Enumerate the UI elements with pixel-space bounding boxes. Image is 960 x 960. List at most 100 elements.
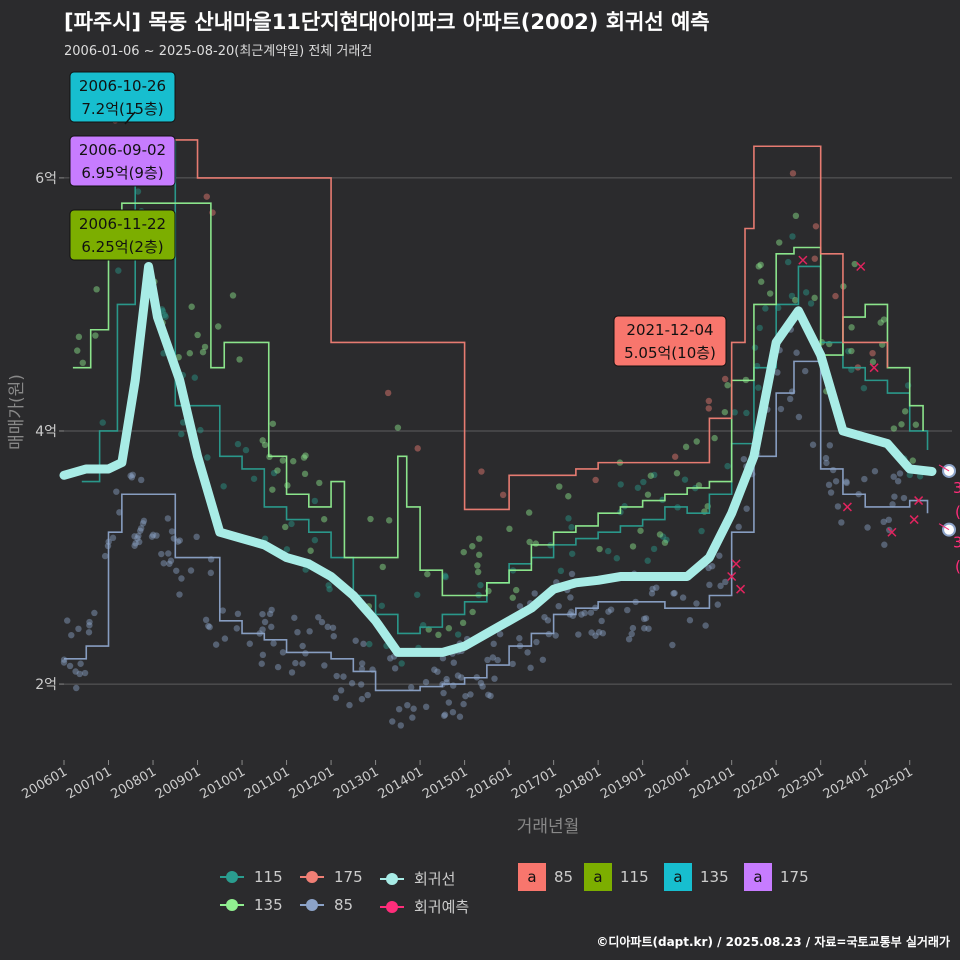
transaction-dot xyxy=(178,430,185,438)
transaction-dot xyxy=(174,538,182,545)
transaction-dot xyxy=(629,624,637,632)
transaction-dot xyxy=(469,543,476,550)
chart-title: [파주시] 목동 산내마을11단지현대아이파크 아파트(2002) 회귀선 예측 xyxy=(64,10,710,34)
transaction-dot xyxy=(379,563,386,571)
transaction-dot xyxy=(467,691,474,698)
transaction-dot xyxy=(234,610,242,618)
transaction-dot xyxy=(292,659,299,667)
transaction-dot xyxy=(788,292,796,300)
transaction-dot xyxy=(900,494,908,502)
transaction-dot xyxy=(269,486,276,493)
transaction-dot xyxy=(578,611,585,618)
transaction-dot xyxy=(477,581,484,589)
transaction-dot xyxy=(162,313,169,320)
transaction-dot xyxy=(137,525,145,532)
transaction-dot xyxy=(642,615,650,622)
transaction-dot xyxy=(557,567,565,575)
legend-item: 135 xyxy=(218,896,283,914)
chart-subtitle: 2006-01-06 ~ 2025-08-20(최근계약일) 전체 거래건 xyxy=(64,44,373,59)
legend-key xyxy=(300,871,324,883)
transaction-dot xyxy=(724,382,731,389)
transaction-dot xyxy=(127,472,134,479)
transaction-dot xyxy=(199,348,207,356)
transaction-dot xyxy=(384,389,392,397)
transaction-dot xyxy=(625,635,633,643)
transaction-dot xyxy=(714,601,721,608)
forecast-marker xyxy=(798,255,808,265)
forecast-marker xyxy=(909,515,919,525)
transaction-dot xyxy=(176,537,183,544)
transaction-dot xyxy=(784,258,792,266)
transaction-dot xyxy=(270,469,278,477)
transaction-dot xyxy=(259,437,266,444)
transaction-dot xyxy=(307,547,314,554)
transaction-dot xyxy=(705,564,712,572)
transaction-dot xyxy=(496,630,504,638)
transaction-dot xyxy=(848,347,855,355)
transaction-dot xyxy=(789,170,797,177)
transaction-dot xyxy=(533,638,540,646)
x-tick-label: 201701 xyxy=(509,764,559,802)
transaction-dot xyxy=(671,453,679,460)
legend-box-swatch: a xyxy=(744,863,772,891)
x-tick-label: 200601 xyxy=(20,764,70,802)
transaction-dot xyxy=(364,691,371,699)
transaction-dot xyxy=(832,292,839,300)
transaction-dot xyxy=(705,405,712,412)
x-tick-label: 202101 xyxy=(687,764,737,802)
transaction-dot xyxy=(160,560,167,567)
transaction-dot xyxy=(474,568,482,576)
transaction-dot xyxy=(898,421,905,428)
legend-box-item: a 175 xyxy=(744,863,809,891)
transaction-dot xyxy=(250,475,258,482)
transaction-dot xyxy=(516,603,524,610)
transaction-dot xyxy=(634,484,642,491)
legend-box-swatch: a xyxy=(664,863,692,891)
legend-label: 85 xyxy=(334,896,354,914)
legend-label: 회귀선 xyxy=(414,870,456,888)
transaction-dot xyxy=(686,617,694,624)
transaction-dot xyxy=(178,575,185,582)
transaction-dot xyxy=(474,562,481,569)
transaction-dot xyxy=(333,672,340,680)
transaction-dot xyxy=(212,641,220,648)
legend-label: 135 xyxy=(700,868,729,886)
transaction-dot xyxy=(861,475,868,483)
transaction-dot xyxy=(302,650,309,657)
transaction-dot xyxy=(92,332,99,339)
transaction-dot xyxy=(565,493,572,500)
annotation-price: 6.95억(9층) xyxy=(81,164,163,182)
transaction-dot xyxy=(113,488,120,495)
annotation-box xyxy=(69,135,176,187)
transaction-dot xyxy=(204,454,211,461)
forecast-marker xyxy=(727,571,737,582)
transaction-dot xyxy=(135,532,142,539)
transaction-dot xyxy=(206,623,213,631)
transaction-dot xyxy=(443,675,450,683)
legend-box-item: a 115 xyxy=(584,863,649,891)
legend-key-dot xyxy=(386,872,398,885)
transaction-dot xyxy=(478,468,485,475)
transaction-dot xyxy=(640,615,648,623)
transaction-dot xyxy=(823,459,830,467)
transaction-dot xyxy=(629,543,637,550)
transaction-dot xyxy=(644,491,652,498)
transaction-dot xyxy=(489,654,497,661)
transaction-dot xyxy=(693,600,700,607)
transaction-dot xyxy=(64,617,71,624)
transaction-dot xyxy=(435,631,442,639)
transaction-dot xyxy=(194,331,201,339)
y-tick-label: 6억 xyxy=(35,171,57,187)
transaction-dot xyxy=(628,630,635,638)
y-tick-label: 4억 xyxy=(35,424,57,440)
x-tick-label: 201401 xyxy=(376,764,426,802)
transaction-dot xyxy=(740,455,748,463)
transaction-dot xyxy=(637,527,644,534)
transaction-dot xyxy=(706,581,713,589)
legend-key-dot xyxy=(386,900,398,913)
transaction-dot xyxy=(346,701,353,709)
transaction-dot xyxy=(644,557,651,564)
transaction-dot xyxy=(324,623,331,631)
legend-box-swatch: a xyxy=(518,863,546,891)
transaction-dot xyxy=(698,527,705,535)
